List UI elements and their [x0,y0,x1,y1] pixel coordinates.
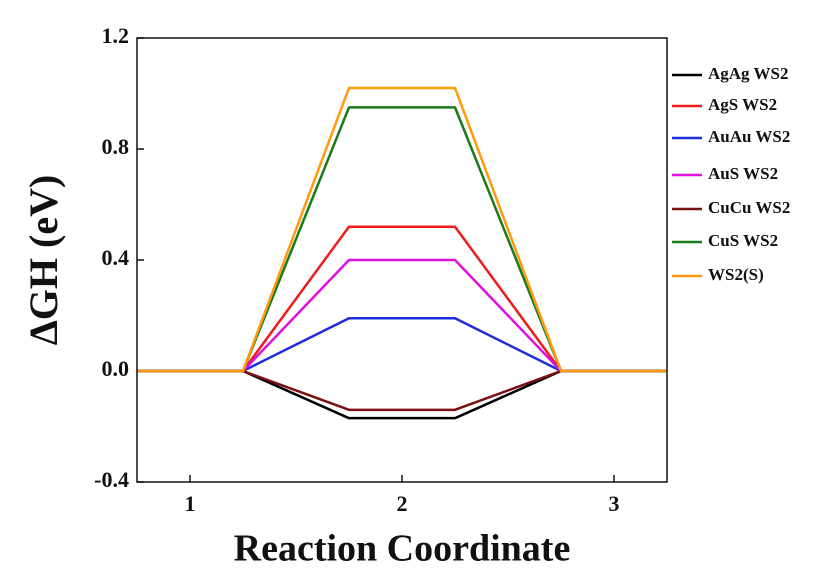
x-tick-label: 1 [185,491,196,516]
series-line [137,86,667,373]
legend-label: AgS WS2 [708,95,777,114]
x-tick-label: 3 [609,491,620,516]
x-tick-label: 2 [397,491,408,516]
y-tick-label: 0.4 [102,245,130,270]
series-line [137,225,667,373]
y-axis-label: ΔGH (eV) [21,175,66,346]
series-line [137,317,667,373]
y-tick-label: -0.4 [94,467,129,492]
y-tick-label: 0.8 [102,134,130,159]
legend-label: CuCu WS2 [708,198,790,217]
y-tick-label: 0.0 [102,356,130,381]
legend-label: AuAu WS2 [708,127,790,146]
y-tick-label: 1.2 [102,23,130,48]
legend-label: WS2(S) [708,265,764,284]
x-axis-label: Reaction Coordinate [234,528,571,570]
legend-label: AuS WS2 [708,164,778,183]
legend-label: CuS WS2 [708,231,778,250]
series-line [137,369,667,412]
series-line [137,106,667,373]
plot-frame [136,37,668,483]
series-line [137,258,667,373]
legend-label: AgAg WS2 [708,64,788,83]
